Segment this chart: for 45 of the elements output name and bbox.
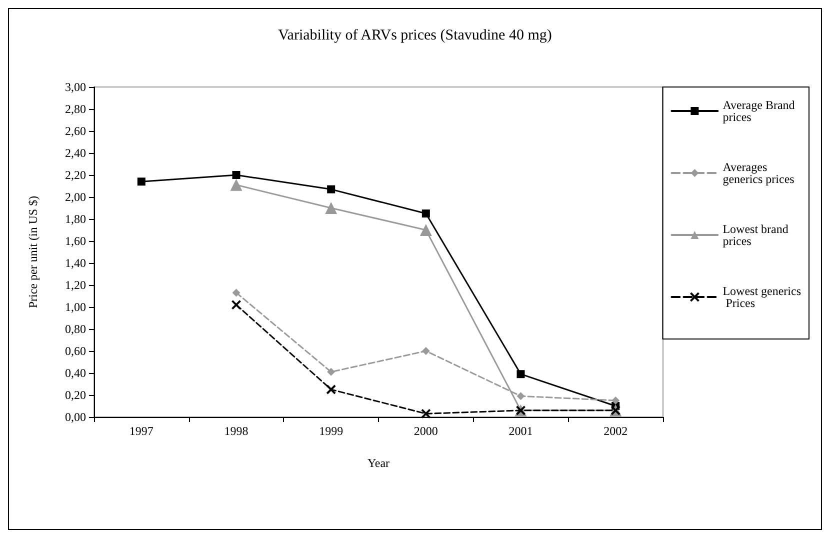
- x-tick-label: 1999: [319, 424, 344, 438]
- legend-label: Lowest brand prices: [722, 222, 792, 248]
- y-tick-label: 3,00: [65, 80, 86, 94]
- y-tick-label: 2,80: [65, 102, 86, 116]
- legend-label: Lowest generics Prices: [722, 284, 802, 310]
- point: [232, 288, 240, 297]
- x-tick-label: 2002: [604, 424, 628, 438]
- point: [231, 300, 242, 310]
- y-tick-label: 0,00: [65, 410, 86, 424]
- y-tick-label: 1,60: [65, 234, 86, 248]
- y-tick-label: 1,40: [65, 256, 86, 270]
- y-tick-label: 1,00: [65, 300, 86, 314]
- legend-label: Average Brand prices: [722, 98, 798, 124]
- y-tick-label: 2,60: [65, 124, 86, 138]
- y-tick-label: 0,20: [65, 388, 86, 402]
- x-tick-label: 1998: [224, 424, 248, 438]
- y-tick-label: 1,20: [65, 278, 86, 292]
- y-tick-label: 0,80: [65, 322, 86, 336]
- point: [137, 178, 146, 186]
- point: [326, 384, 336, 394]
- y-axis-title: Price per unit (in US $): [26, 196, 40, 308]
- point: [420, 224, 432, 236]
- y-tick-label: 1,80: [65, 212, 86, 226]
- point: [327, 368, 336, 376]
- point: [230, 178, 242, 191]
- point: [516, 370, 525, 378]
- point: [325, 202, 338, 214]
- y-tick-label: 2,40: [65, 146, 86, 160]
- legend-label: Averages generics prices: [722, 160, 795, 186]
- y-tick-label: 2,20: [65, 168, 86, 182]
- point: [422, 210, 430, 218]
- y-tick-label: 0,60: [65, 344, 86, 358]
- chart-title: Variability of ARVs prices (Stavudine 40 mg): [278, 28, 552, 44]
- y-tick-label: 2,00: [65, 190, 86, 204]
- point: [420, 408, 431, 419]
- point: [327, 185, 336, 194]
- point: [612, 396, 620, 404]
- point: [232, 171, 240, 179]
- point: [516, 392, 525, 400]
- x-tick-label: 1997: [129, 424, 154, 438]
- point: [422, 347, 430, 355]
- x-tick-label: 2000: [414, 424, 438, 438]
- x-tick-label: 2001: [508, 424, 533, 438]
- y-tick-label: 0,40: [65, 366, 86, 380]
- x-axis-title: Year: [367, 456, 390, 470]
